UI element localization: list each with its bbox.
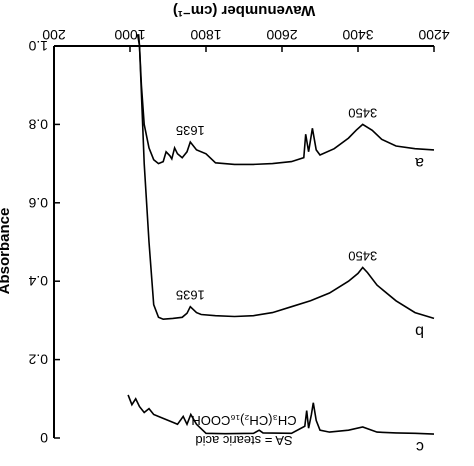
y-tick-label: 0.6 [28,195,48,211]
x-tick-label: 1000 [114,27,145,43]
legend-line-1: SA = stearic acid [195,433,292,448]
y-tick-label: 0.2 [28,352,48,368]
legend-line-2: CH₃(CH₂)₁₆COOH [191,413,296,428]
x-tick-label: 4200 [418,27,449,43]
x-tick-label: 3400 [342,27,373,43]
peak-annotation: 1635 [176,288,205,303]
curves-layer: a b c 3450 3450 1635 1635 [127,34,435,455]
peak-annotation: 1635 [176,123,205,138]
series-line-c [127,394,435,435]
y-tick-label: 0 [40,430,48,446]
x-tick-label: 2600 [266,27,297,43]
y-tick-label: 1.0 [28,38,48,54]
ticks-layer: 4200 3400 2600 1800 1000 200 0 0.2 0.4 0.6 0.8 1.0 [28,27,449,446]
y-axis-title: Absorbance [0,208,13,295]
series-line-b [136,34,435,321]
peak-annotation: 3450 [348,105,377,120]
y-tick-label: 0.4 [28,273,48,289]
labels-layer: Wavenumber (cm⁻¹) Absorbance SA = steari… [0,2,315,448]
peak-annotation: 3450 [348,248,377,263]
series-line-a [137,34,435,166]
series-name-label: b [415,322,424,339]
x-tick-label: 1800 [190,27,221,43]
series-name-label: c [416,438,424,455]
axes-layer [53,45,434,438]
y-tick-label: 0.8 [28,116,48,132]
x-axis-title: Wavenumber (cm⁻¹) [173,2,315,19]
series-name-label: a [415,154,424,171]
x-tick-label: 200 [42,27,66,43]
